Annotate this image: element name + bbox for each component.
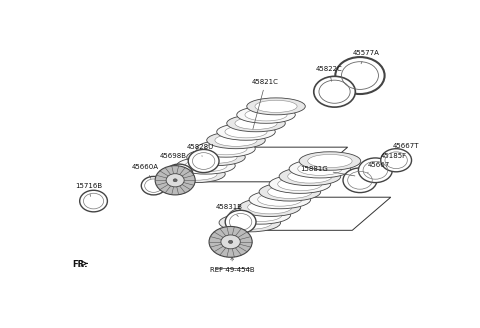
- Ellipse shape: [227, 115, 285, 132]
- Ellipse shape: [343, 168, 377, 193]
- Text: 45831B: 45831B: [215, 204, 242, 216]
- Ellipse shape: [209, 226, 252, 257]
- Text: 45698B: 45698B: [160, 154, 187, 166]
- Ellipse shape: [195, 151, 237, 163]
- Ellipse shape: [238, 208, 282, 222]
- Ellipse shape: [165, 164, 193, 184]
- Text: 45667: 45667: [368, 162, 390, 173]
- Text: 45821C: 45821C: [252, 79, 279, 129]
- Ellipse shape: [268, 185, 312, 198]
- Ellipse shape: [255, 100, 297, 113]
- Ellipse shape: [205, 143, 247, 155]
- Ellipse shape: [228, 216, 272, 229]
- Text: 15716B: 15716B: [75, 183, 102, 196]
- Ellipse shape: [225, 126, 267, 138]
- Text: 45577A: 45577A: [352, 50, 379, 64]
- Ellipse shape: [228, 240, 233, 243]
- Ellipse shape: [314, 76, 355, 107]
- Ellipse shape: [239, 198, 300, 216]
- Ellipse shape: [258, 193, 302, 206]
- Ellipse shape: [187, 149, 245, 166]
- Text: FR.: FR.: [72, 259, 87, 269]
- Ellipse shape: [259, 183, 321, 201]
- Ellipse shape: [229, 206, 291, 224]
- Ellipse shape: [248, 200, 292, 214]
- Ellipse shape: [279, 167, 341, 186]
- Ellipse shape: [381, 149, 411, 172]
- Ellipse shape: [308, 154, 352, 168]
- Text: 45667T: 45667T: [392, 143, 419, 153]
- Ellipse shape: [278, 177, 322, 191]
- Ellipse shape: [336, 57, 384, 94]
- Ellipse shape: [359, 158, 392, 183]
- Ellipse shape: [141, 176, 166, 195]
- Ellipse shape: [207, 132, 265, 149]
- Ellipse shape: [177, 157, 235, 174]
- Ellipse shape: [175, 168, 217, 180]
- Ellipse shape: [235, 117, 277, 129]
- Ellipse shape: [188, 150, 219, 173]
- Ellipse shape: [155, 166, 195, 195]
- Ellipse shape: [245, 109, 287, 121]
- Text: 45828U: 45828U: [187, 144, 214, 156]
- Ellipse shape: [185, 159, 227, 172]
- Ellipse shape: [249, 190, 311, 209]
- Ellipse shape: [219, 214, 281, 232]
- Ellipse shape: [197, 140, 255, 157]
- Text: 45822C: 45822C: [315, 66, 342, 81]
- Ellipse shape: [288, 170, 332, 183]
- Ellipse shape: [298, 162, 342, 175]
- Ellipse shape: [299, 152, 361, 170]
- Ellipse shape: [289, 159, 351, 178]
- Ellipse shape: [247, 98, 305, 115]
- Ellipse shape: [221, 235, 240, 249]
- Ellipse shape: [173, 179, 177, 182]
- Ellipse shape: [166, 174, 184, 187]
- Ellipse shape: [80, 190, 108, 212]
- Text: 45660A: 45660A: [132, 164, 159, 178]
- Ellipse shape: [237, 106, 295, 123]
- Text: 45185F: 45185F: [381, 154, 407, 164]
- Ellipse shape: [217, 123, 275, 140]
- Ellipse shape: [167, 166, 225, 183]
- Ellipse shape: [225, 210, 256, 234]
- Text: 15881G: 15881G: [300, 166, 355, 176]
- Ellipse shape: [269, 175, 331, 194]
- Text: REF 49-454B: REF 49-454B: [210, 257, 254, 273]
- Ellipse shape: [215, 134, 257, 146]
